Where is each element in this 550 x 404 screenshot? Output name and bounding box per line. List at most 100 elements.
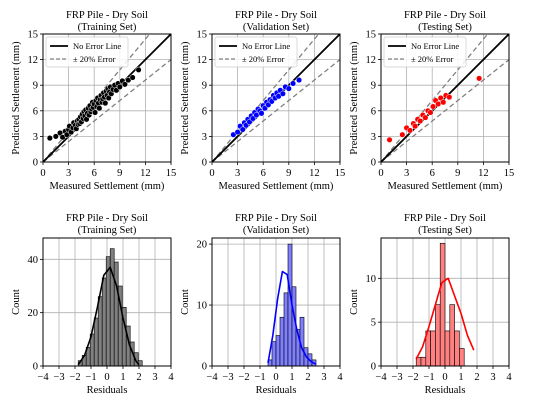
axes-frame <box>42 237 172 367</box>
x-tick-label: 3 <box>235 168 240 179</box>
y-tick-label: 40 <box>28 255 39 266</box>
x-tick-label: 0 <box>40 168 45 179</box>
x-tick-label: 0 <box>273 372 278 383</box>
plot-inner <box>381 34 509 162</box>
panel-title-line1: FRP Pile - Dry Soil <box>66 213 148 224</box>
x-tick-label: −4 <box>375 372 387 383</box>
data-point <box>234 129 241 136</box>
y-axis-label: Predicted Settlement (mm) <box>349 41 360 155</box>
data-point <box>386 136 393 143</box>
plot-inner <box>415 242 475 366</box>
legend-label: No Error Line <box>73 41 121 51</box>
x-tick-label: 1 <box>458 372 463 383</box>
data-point <box>427 109 434 116</box>
hist-bar <box>275 335 281 366</box>
x-tick-label: 1 <box>120 372 125 383</box>
panel-hist-validation: FRP Pile - Dry Soil (Validation Set) −4−… <box>180 213 343 396</box>
y-tick-label: 0 <box>33 158 38 169</box>
hist-bar <box>449 304 455 366</box>
x-tick-label: 4 <box>337 372 343 383</box>
x-tick-label: −1 <box>254 372 265 383</box>
data-point <box>116 83 123 90</box>
x-tick-label: −3 <box>53 372 64 383</box>
x-tick-label: 9 <box>117 168 122 179</box>
plot-inner <box>77 248 143 366</box>
data-point <box>92 109 99 116</box>
y-axis-label: Count <box>11 289 22 315</box>
data-point <box>412 123 419 130</box>
y-tick-label: 10 <box>197 301 208 312</box>
x-axis-label: Residuals <box>87 385 128 396</box>
panel-scatter-training: FRP Pile - Dry Soil (Training Set) 0 3 6 9 1… <box>11 10 176 193</box>
plot-area: 0 3 6 9 12 15 0 3 6 9 12 15 No Error Line ± 20% Error… <box>11 30 176 193</box>
panel-title-line2: (Validation Set) <box>243 22 310 33</box>
legend: No Error Line ± 20% Error <box>214 36 298 68</box>
hist-bar <box>93 317 99 366</box>
y-tick-label: 9 <box>202 81 207 92</box>
y-tick-label: 20 <box>28 308 39 319</box>
hist-bar <box>109 248 115 366</box>
panel-title-line1: FRP Pile - Dry Soil <box>235 10 317 21</box>
x-tick-label: 3 <box>152 372 157 383</box>
data-point <box>290 80 297 87</box>
data-point <box>440 99 447 106</box>
panel-scatter-validation: FRP Pile - Dry Soil (Validation Set) 0 3 6… <box>180 10 346 192</box>
data-point <box>121 81 128 88</box>
panel-title-line1: FRP Pile - Dry Soil <box>404 10 486 21</box>
y-tick-label: 6 <box>33 106 38 117</box>
panel-title-line2: (Testing Set) <box>418 225 472 236</box>
x-tick-label: 3 <box>404 168 409 179</box>
axes-frame <box>211 237 341 367</box>
hist-bar <box>435 304 441 366</box>
hist-bar <box>279 316 285 366</box>
y-tick-label: 20 <box>197 240 208 251</box>
x-tick-label: 12 <box>140 168 151 179</box>
kde-curve <box>415 277 475 360</box>
x-tick-label: −1 <box>423 372 434 383</box>
y-tick-label: 15 <box>366 30 377 41</box>
x-tick-label: 6 <box>430 168 435 179</box>
plot-inner <box>212 34 340 162</box>
axes-frame <box>380 237 510 367</box>
legend-box <box>214 36 298 68</box>
hist-bar <box>439 242 446 366</box>
data-point <box>430 103 437 110</box>
y-axis-label: Predicted Settlement (mm) <box>180 41 191 155</box>
x-tick-label: 0 <box>442 372 447 383</box>
y-tick-label: 15 <box>28 30 39 41</box>
x-tick-label: −4 <box>37 372 49 383</box>
data-point <box>258 110 265 117</box>
data-point <box>46 135 53 142</box>
legend-label: ± 20% Error <box>242 54 285 64</box>
y-tick-label: 15 <box>197 30 208 41</box>
x-tick-label: 6 <box>92 168 97 179</box>
axes-frame <box>211 33 341 163</box>
y-tick-label: 9 <box>371 81 376 92</box>
y-tick-label: 0 <box>371 158 376 169</box>
y-tick-label: 10 <box>366 274 377 285</box>
hist-bar <box>101 277 107 366</box>
panel-scatter-testing: FRP Pile - Dry Soil (Testing Set) 0 3 6 9 12… <box>349 10 515 192</box>
x-tick-label: 12 <box>309 168 320 179</box>
x-tick-label: −4 <box>206 372 218 383</box>
x-tick-label: 15 <box>335 168 346 179</box>
panel-hist-testing: FRP Pile - Dry Soil (Testing Set) −4 −3 −2… <box>349 213 512 396</box>
panel-title-line2: (Validation Set) <box>243 225 310 236</box>
data-point <box>422 114 429 121</box>
x-tick-label: −3 <box>391 372 402 383</box>
x-tick-label: 4 <box>506 372 512 383</box>
y-tick-label: 3 <box>202 132 207 143</box>
hist-bar <box>430 330 436 366</box>
x-tick-label: −2 <box>407 372 418 383</box>
y-tick-label: 9 <box>33 81 38 92</box>
x-tick-label: 15 <box>504 168 515 179</box>
axes-frame <box>42 33 172 163</box>
x-tick-label: 1 <box>289 372 294 383</box>
panel-title-line1: FRP Pile - Dry Soil <box>404 213 486 224</box>
x-tick-label: 0 <box>378 168 383 179</box>
x-axis-label: Measured Settlement (mm) <box>50 181 165 192</box>
hist-bar <box>105 256 111 366</box>
y-axis-label: Count <box>180 289 191 315</box>
